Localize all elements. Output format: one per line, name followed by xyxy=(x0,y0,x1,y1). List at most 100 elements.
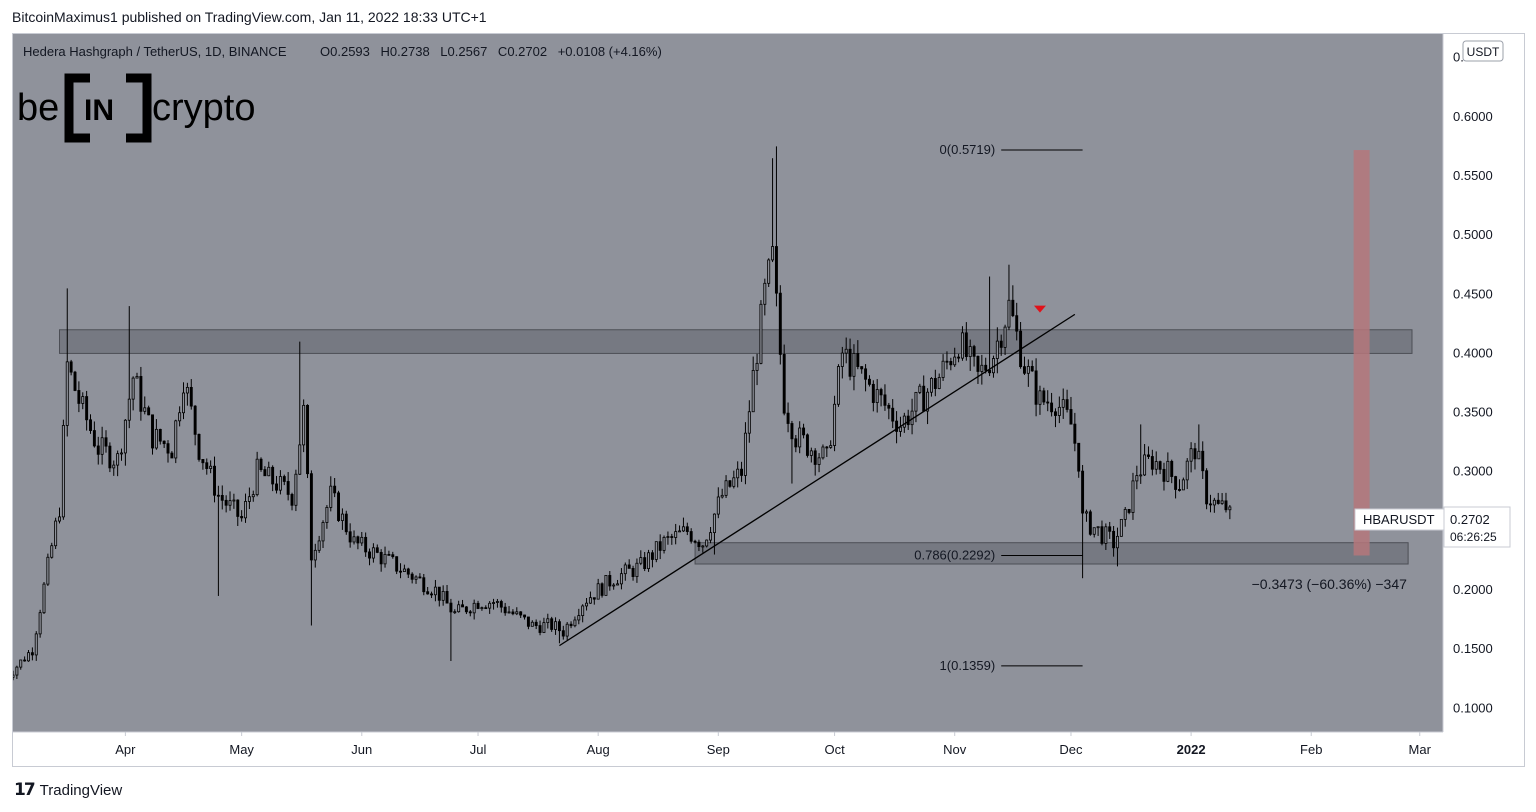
candle-body xyxy=(430,593,434,596)
candle-body xyxy=(670,536,674,538)
candle-body xyxy=(747,411,751,434)
candle-body xyxy=(170,452,174,459)
candle-body xyxy=(193,405,197,435)
candle-body xyxy=(383,553,387,565)
candle-body xyxy=(1116,535,1119,549)
candle-body xyxy=(344,513,348,533)
candle-body xyxy=(298,444,302,475)
candle-body xyxy=(960,332,964,359)
candle-body xyxy=(499,601,503,608)
time-tick-label: May xyxy=(229,742,254,757)
candle-body xyxy=(15,666,19,676)
candle-body xyxy=(751,370,755,413)
candle-body xyxy=(988,369,992,374)
legend-ohlc: O0.2593 H0.2738 L0.2567 C0.2702 +0.0108 … xyxy=(320,44,662,59)
candle-body xyxy=(771,246,775,261)
legend-close-value: 0.2702 xyxy=(507,44,547,59)
candle-body xyxy=(774,246,778,294)
candle-body xyxy=(833,403,837,446)
tradingview-footer[interactable]: 17 TradingView xyxy=(14,780,122,800)
candle-body xyxy=(1224,500,1228,511)
candle-body xyxy=(1178,489,1181,491)
currency-badge[interactable]: USDT xyxy=(1462,40,1504,62)
candle-body xyxy=(573,619,577,627)
price-tick-label: 0.2000 xyxy=(1453,582,1493,597)
candle-body xyxy=(879,389,883,396)
price-tick-label: 0.3500 xyxy=(1453,405,1493,420)
candle-body xyxy=(399,570,402,573)
candle-body xyxy=(251,494,255,498)
candle-body xyxy=(236,499,240,517)
candles xyxy=(13,146,1232,681)
candle-body xyxy=(445,591,449,604)
legend-open-label: O xyxy=(320,44,330,59)
candle-body xyxy=(46,556,50,585)
candle-body xyxy=(449,602,453,613)
candle-body xyxy=(379,551,383,565)
candle-body xyxy=(802,427,806,436)
candle-body xyxy=(418,576,422,579)
candle-body xyxy=(976,355,980,372)
candle-body xyxy=(1046,401,1050,404)
candle-body xyxy=(247,496,251,502)
candle-body xyxy=(464,606,468,613)
legend-close-label: C xyxy=(498,44,507,59)
candle-body xyxy=(767,259,771,284)
candle-body xyxy=(27,652,30,662)
price-tick-label: 0.5000 xyxy=(1453,227,1493,242)
candle-body xyxy=(1135,475,1139,482)
candle-body xyxy=(484,607,488,610)
candle-body xyxy=(612,584,616,587)
chart-frame[interactable]: 0(0.5719) 0.786(0.2292) 1(0.1359) −0.3473 (… xyxy=(12,33,1525,767)
candle-body xyxy=(309,473,313,561)
candle-body xyxy=(34,633,38,656)
overlays: 0(0.5719) 0.786(0.2292) 1(0.1359) −0.3473 (… xyxy=(559,142,1407,673)
candle-body xyxy=(1034,370,1038,405)
candle-body xyxy=(914,391,918,412)
candle-body xyxy=(519,611,523,616)
candle-body xyxy=(1189,448,1193,462)
candle-body xyxy=(759,303,763,364)
candle-body xyxy=(54,520,58,547)
candle-body xyxy=(984,364,988,371)
candle-body xyxy=(73,371,77,391)
beincrypto-logo: be IN crypto xyxy=(17,72,255,144)
price-chart[interactable]: 0(0.5719) 0.786(0.2292) 1(0.1359) −0.3473 (… xyxy=(13,34,1524,766)
candle-body xyxy=(213,465,216,496)
candle-body xyxy=(162,440,166,445)
candle-body xyxy=(406,568,410,575)
candle-body xyxy=(922,385,926,412)
candle-body xyxy=(538,625,542,633)
candle-body xyxy=(507,611,511,614)
candle-body xyxy=(577,615,581,621)
candle-body xyxy=(395,556,399,572)
legend-symbol: Hedera Hashgraph / TetherUS, 1D, BINANCE xyxy=(23,44,287,59)
candle-body xyxy=(503,606,507,614)
candle-body xyxy=(178,412,182,422)
candle-body xyxy=(902,415,906,428)
candle-body xyxy=(1158,461,1162,470)
candle-body xyxy=(65,361,69,426)
candle-body xyxy=(340,513,344,521)
candle-body xyxy=(232,499,236,502)
candle-body xyxy=(1050,402,1054,413)
ascending-support-trendline xyxy=(559,313,1076,647)
candle-body xyxy=(410,573,414,580)
candle-body xyxy=(1054,411,1057,416)
candle-body xyxy=(898,426,902,432)
candle-body xyxy=(701,545,705,548)
candle-body xyxy=(96,445,100,455)
time-tick-label: Oct xyxy=(824,742,845,757)
candle-body xyxy=(488,602,492,609)
candle-body xyxy=(689,531,693,542)
axes: 0.10000.15000.20000.25000.30000.35000.40… xyxy=(13,34,1493,757)
candle-body xyxy=(720,494,724,498)
candle-body xyxy=(860,366,864,370)
candle-body xyxy=(30,652,34,656)
candle-body xyxy=(402,568,406,572)
candle-body xyxy=(302,404,306,446)
candle-body xyxy=(1007,299,1011,328)
candle-body xyxy=(1181,479,1185,491)
candle-body xyxy=(569,623,573,627)
candle-body xyxy=(995,340,999,359)
